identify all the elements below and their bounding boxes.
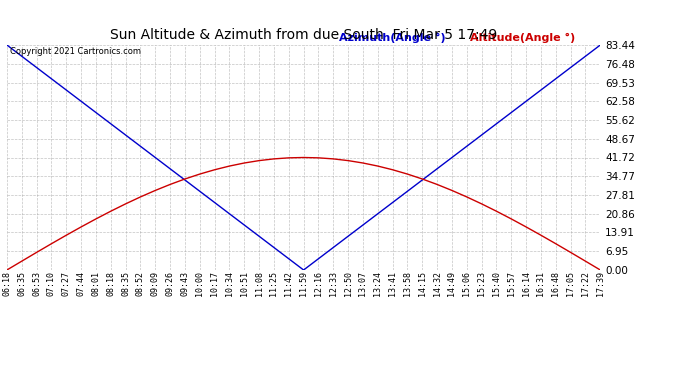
- Text: Altitude(Angle °): Altitude(Angle °): [470, 33, 575, 43]
- Text: Azimuth(Angle °): Azimuth(Angle °): [339, 33, 446, 43]
- Title: Sun Altitude & Azimuth from due South  Fri Mar 5 17:49: Sun Altitude & Azimuth from due South Fr…: [110, 28, 497, 42]
- Text: Copyright 2021 Cartronics.com: Copyright 2021 Cartronics.com: [10, 47, 141, 56]
